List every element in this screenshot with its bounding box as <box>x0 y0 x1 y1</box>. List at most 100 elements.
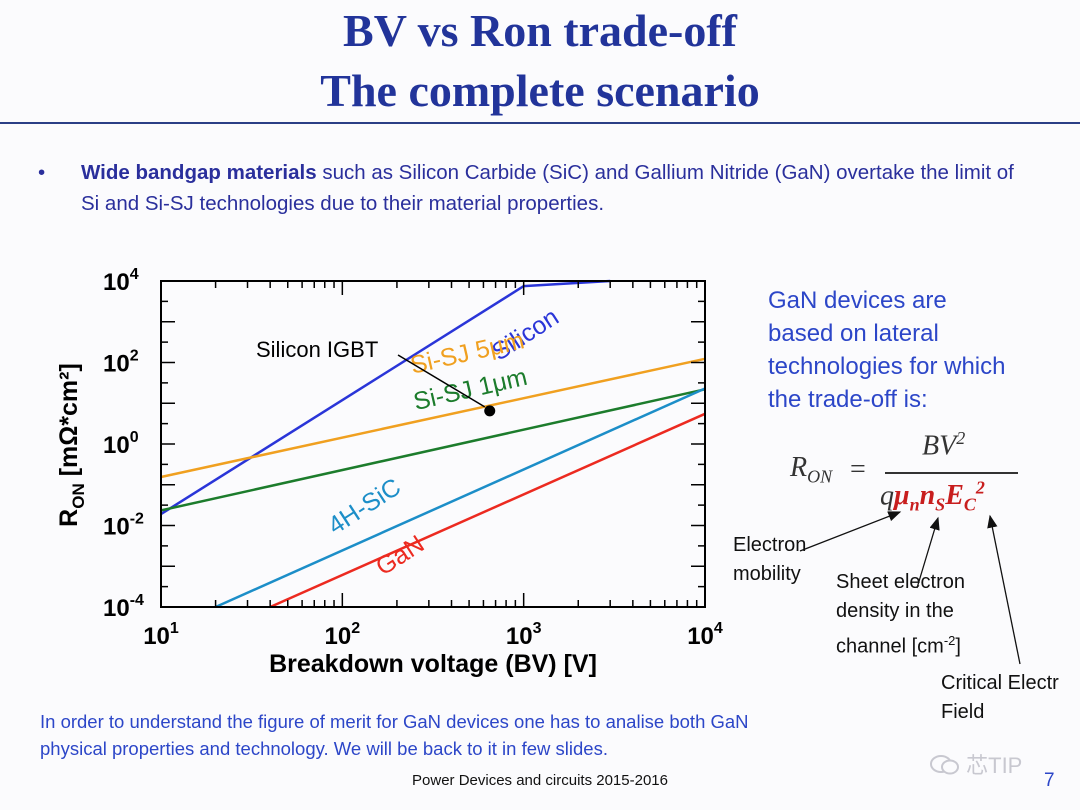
watermark: 芯TIP <box>930 748 1022 780</box>
bullet-bold-text: Wide bandgap materials <box>81 161 317 184</box>
formula-q: q <box>880 480 894 512</box>
y-tick-exp: -2 <box>130 511 144 528</box>
y-tick-base: 10 <box>103 269 130 296</box>
y-axis-label-main: R <box>55 509 83 527</box>
formula-equals: = <box>850 454 866 485</box>
bullet-marker: • <box>38 161 46 184</box>
note-line-1: GaN devices are <box>768 287 947 314</box>
footer-text: Power Devices and circuits 2015-2016 <box>412 772 668 789</box>
slide-title-line1: BV vs Ron trade-off <box>343 5 737 56</box>
bullet-text: Wide bandgap materials such as Silicon C… <box>81 157 1031 219</box>
y-tick-exp: 0 <box>130 429 139 446</box>
igbt-leader-line <box>397 354 486 408</box>
axis-ticks <box>161 280 705 608</box>
annotation-critical-line1: Critical Electr <box>941 672 1059 694</box>
igbt-label: Silicon IGBT <box>256 337 378 362</box>
formula-mu: μn <box>894 480 920 515</box>
formula-e-sub: C <box>963 494 976 515</box>
y-tick-label: 104 <box>103 266 139 296</box>
formula-numerator-sup: 2 <box>956 428 966 448</box>
x-tick-base: 10 <box>143 623 170 650</box>
formula-e-symbol: E <box>945 480 964 512</box>
annotation-arrows <box>799 511 1021 665</box>
y-tick-label: 102 <box>103 348 139 378</box>
x-tick-exp: 2 <box>351 620 360 637</box>
formula-n-symbol: n <box>919 480 936 512</box>
slide-title-line2: The complete scenario <box>320 65 760 116</box>
note-line-2: based on lateral <box>768 320 939 347</box>
annotation-critical-line2: Field <box>941 701 985 723</box>
y-tick-exp: 2 <box>130 348 139 365</box>
arrow-sheet-density <box>916 516 940 589</box>
arrow-critical-field <box>987 514 1021 665</box>
formula-denominator: qμnnSEC2 <box>880 478 985 516</box>
formula-lhs-sub: ON <box>807 466 833 487</box>
series-line-si-sj-5-m <box>160 357 706 479</box>
y-tick-base: 10 <box>103 514 130 541</box>
annotation-sheet-line3-text: channel [cm <box>836 635 944 658</box>
y-tick-label: 10-4 <box>103 592 144 622</box>
series-lines <box>160 279 706 609</box>
watermark-text: 芯TIP <box>966 753 1023 778</box>
formula-mu-sub: n <box>909 494 920 515</box>
x-tick-base: 10 <box>506 623 533 650</box>
formula-mu-symbol: μ <box>894 480 910 512</box>
x-tick-label: 104 <box>687 620 723 650</box>
arrow-mobility <box>799 511 902 552</box>
axis-labels: Breakdown voltage (BV) [V] RON [mΩ*cm²] <box>55 363 597 678</box>
x-axis-label: Breakdown voltage (BV) [V] <box>269 650 597 678</box>
y-tick-exp: -4 <box>130 592 144 609</box>
annotation-sheet-line1: Sheet electron <box>836 571 965 593</box>
y-tick-label: 10-2 <box>103 511 144 541</box>
series-label-4h-sic: 4H-SiC <box>323 473 406 540</box>
x-tick-exp: 3 <box>533 620 542 637</box>
annotation-mobility-line2: mobility <box>733 563 801 585</box>
footer-note-line1: In order to understand the figure of mer… <box>40 711 749 732</box>
formula-lhs-symbol: R <box>790 452 808 483</box>
series-label-gan: GaN <box>371 530 429 581</box>
igbt-point <box>484 405 496 417</box>
x-tick-base: 10 <box>325 623 352 650</box>
y-tick-base: 10 <box>103 351 130 378</box>
formula-ns: nS <box>919 480 946 515</box>
x-tick-label: 101 <box>143 620 179 650</box>
formula-ec: EC2 <box>945 478 985 515</box>
annotation-sheet-line3: channel [cm-2] <box>836 626 961 662</box>
plot-frame <box>160 280 706 608</box>
title-divider <box>0 122 1080 124</box>
footer-note-line2: physical properties and technology. We w… <box>40 738 608 759</box>
annotation-sheet-end: ] <box>955 635 961 658</box>
y-tick-base: 10 <box>103 595 130 622</box>
y-axis-label: RON [mΩ*cm²] <box>55 363 88 527</box>
series-line-4h-sic <box>215 387 706 609</box>
y-axis-label-unit: [mΩ*cm²] <box>55 363 83 483</box>
series-line-gan <box>269 412 706 609</box>
annotation-mobility-line1: Electron <box>733 534 807 556</box>
point-markers: Silicon IGBT <box>256 337 496 417</box>
x-tick-label: 103 <box>506 620 542 650</box>
wechat-icon <box>930 754 960 776</box>
annotation-sheet-line2: density in the <box>836 600 954 622</box>
x-tick-label: 102 <box>325 620 361 650</box>
formula-numerator: BV2 <box>922 428 965 462</box>
x-tick-exp: 1 <box>170 620 179 637</box>
formula-n-sub: S <box>935 494 946 515</box>
x-tick-exp: 4 <box>714 620 723 637</box>
bullet-rest-text: such as Silicon Carbide (SiC) and Galliu… <box>81 161 1014 215</box>
x-tick-base: 10 <box>687 623 714 650</box>
formula-numerator-symbol: BV <box>922 430 957 462</box>
formula-lhs: RON <box>790 452 832 488</box>
formula-e-sup: 2 <box>975 478 985 498</box>
y-axis-label-sub: ON <box>69 483 88 509</box>
series-line-si-sj-1-m <box>160 388 706 512</box>
fraction-bar <box>885 472 1018 474</box>
y-tick-base: 10 <box>103 432 130 459</box>
note-line-4: the trade-off is: <box>768 386 928 413</box>
y-tick-label: 100 <box>103 429 139 459</box>
y-tick-exp: 4 <box>130 266 139 283</box>
note-line-3: technologies for which <box>768 353 1006 380</box>
page-number: 7 <box>1044 770 1055 791</box>
annotation-sheet-sup: -2 <box>943 633 956 648</box>
